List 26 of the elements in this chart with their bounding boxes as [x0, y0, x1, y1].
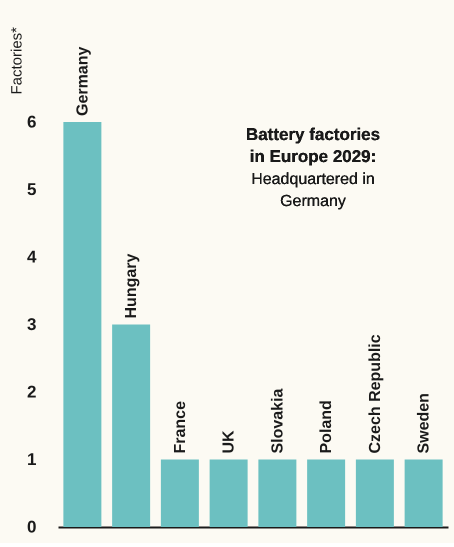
x-tick-label: Slovakia [269, 388, 286, 454]
text: Battery factories in Europe 2029: [246, 125, 380, 166]
bar [258, 460, 296, 527]
y-tick-label: 3 [27, 315, 36, 334]
x-tick-label: Germany [74, 46, 92, 116]
y-tick-label: 1 [27, 450, 36, 469]
x-tick-label: Hungary [123, 254, 140, 318]
y-axis-title: Factories* [8, 26, 26, 94]
bar [307, 460, 346, 527]
bar [63, 122, 102, 527]
x-tick-label: Poland [318, 400, 336, 454]
y-tick-label: 0 [27, 518, 36, 536]
bar [404, 460, 443, 527]
y-tick-label: 5 [27, 180, 36, 199]
x-tick-label: Czech Republic [366, 334, 384, 454]
x-tick-label: Sweden [416, 393, 433, 454]
y-tick-label: 2 [27, 382, 36, 402]
y-tick-label: 6 [27, 112, 36, 132]
text: Headquartered in Germany [251, 171, 375, 210]
bar [160, 460, 199, 527]
bar [112, 324, 150, 527]
x-tick-label: UK [220, 430, 238, 454]
x-tick-label: France [172, 400, 189, 454]
y-tick-label: 4 [27, 248, 38, 266]
bar [356, 460, 394, 527]
bar [210, 460, 248, 527]
